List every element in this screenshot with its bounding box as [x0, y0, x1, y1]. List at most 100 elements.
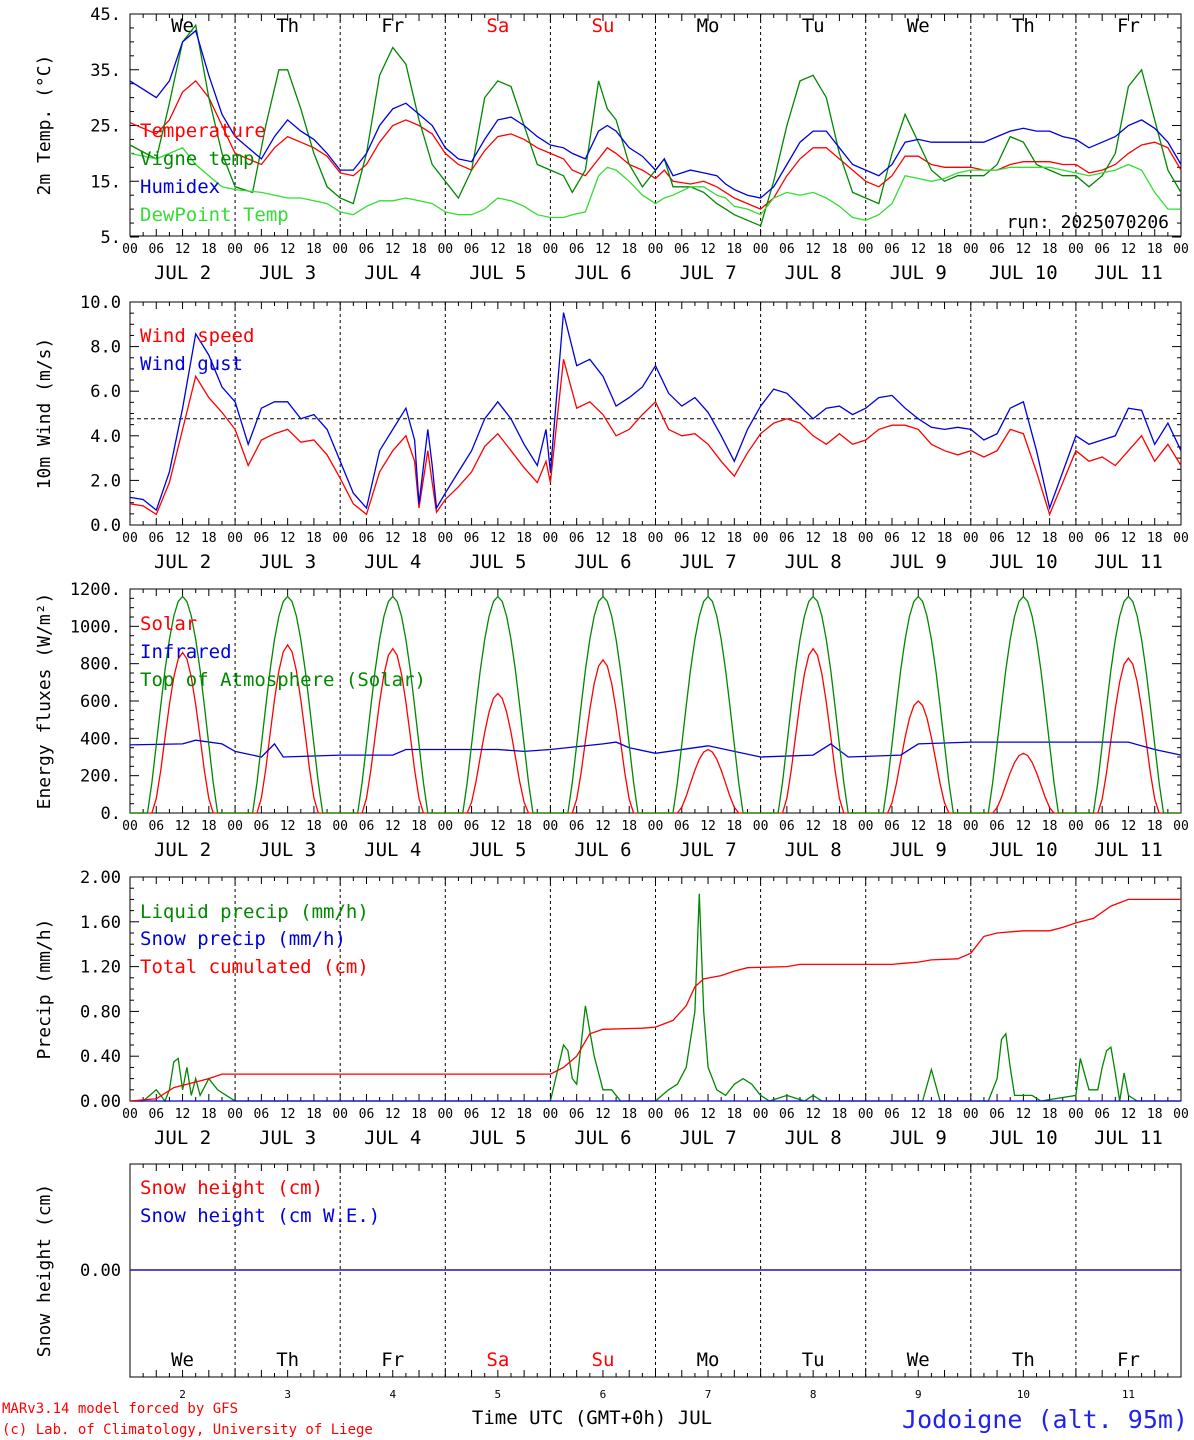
hour-tick-label: 12	[175, 242, 191, 257]
weekday-label: Mo	[697, 15, 720, 37]
hour-tick-label: 06	[674, 1107, 690, 1122]
hour-tick-label: 18	[201, 819, 217, 834]
y-tick-label: 0.	[101, 804, 121, 824]
hour-tick-label: 00	[1068, 819, 1084, 834]
hour-tick-label: 18	[306, 531, 322, 546]
legend-entry: Snow height (cm)	[140, 1177, 323, 1199]
date-label: JUL 3	[259, 551, 316, 573]
date-label: JUL 5	[469, 1127, 526, 1149]
date-label: JUL 7	[679, 1127, 736, 1149]
hour-tick-label: 12	[175, 1107, 191, 1122]
hour-tick-label: 18	[306, 242, 322, 257]
hour-tick-label: 12	[595, 1107, 611, 1122]
hour-tick-label: 06	[989, 1107, 1005, 1122]
weekday-label: Tu	[802, 15, 825, 37]
hour-tick-label: 12	[805, 242, 821, 257]
hour-tick-label: 18	[1042, 819, 1058, 834]
date-label: JUL 7	[679, 839, 736, 861]
hour-tick-label: 06	[254, 1107, 270, 1122]
legend-entry: DewPoint Temp	[140, 204, 289, 226]
y-tick-label: 600.	[80, 692, 121, 712]
y-tick-label: 1.20	[80, 958, 121, 978]
day-number-label: 2	[179, 1388, 186, 1401]
hour-tick-label: 06	[359, 531, 375, 546]
hour-tick-label: 06	[884, 1107, 900, 1122]
legend-entry: Snow height (cm W.E.)	[140, 1205, 380, 1227]
hour-tick-label: 06	[569, 819, 585, 834]
series-line-Liquid precip (mm/h)	[130, 893, 1181, 1103]
hour-tick-label: 00	[963, 1107, 979, 1122]
y-tick-label: 1000.	[70, 617, 121, 637]
hour-tick-label: 00	[1173, 819, 1189, 834]
hour-tick-label: 00	[122, 531, 138, 546]
date-label: JUL 10	[989, 1127, 1058, 1149]
hour-tick-label: 18	[832, 819, 848, 834]
legend-entry: Snow precip (mm/h)	[140, 928, 346, 950]
date-label: JUL 6	[574, 262, 631, 284]
y-tick-label: 0.00	[80, 1261, 121, 1281]
copyright-credit: (c) Lab. of Climatology, University of L…	[2, 1422, 373, 1438]
date-label: JUL 9	[890, 839, 947, 861]
hour-tick-label: 06	[254, 819, 270, 834]
hour-tick-label: 18	[201, 531, 217, 546]
hour-tick-label: 00	[963, 819, 979, 834]
y-tick-label: 25.	[90, 117, 121, 137]
hour-tick-label: 00	[227, 819, 243, 834]
panel-5: 2 3 4 5 6 7 8 9 10 11 We Th Fr Sa Su Mo Tu We Th Fr 0.00 Snow…	[34, 1163, 1182, 1401]
legend-entry: Vigne temp	[140, 148, 254, 170]
hour-tick-label: 12	[175, 531, 191, 546]
hour-tick-label: 00	[648, 531, 664, 546]
hour-tick-label: 06	[569, 242, 585, 257]
hour-tick-label: 00	[1173, 1107, 1189, 1122]
hour-tick-label: 06	[674, 819, 690, 834]
hour-tick-label: 00	[227, 1107, 243, 1122]
date-label: JUL 8	[785, 1127, 842, 1149]
panel-2: 00 06 12 18 00 06 12 18 00 06 12 18 00 06 12 18 00 06 12 18…	[34, 293, 1189, 573]
hour-tick-label: 06	[1094, 531, 1110, 546]
hour-tick-label: 12	[1016, 1107, 1032, 1122]
hour-tick-label: 00	[1173, 242, 1189, 257]
hour-tick-label: 00	[543, 819, 559, 834]
hour-tick-label: 12	[910, 1107, 926, 1122]
hour-tick-label: 00	[753, 242, 769, 257]
legend-entry: Humidex	[140, 176, 220, 198]
day-number-label: 8	[810, 1388, 817, 1401]
hour-tick-label: 18	[1042, 531, 1058, 546]
weekday-label: Th	[1012, 1349, 1035, 1371]
hour-tick-label: 00	[858, 1107, 874, 1122]
date-label: JUL 11	[1094, 839, 1163, 861]
date-label: JUL 2	[154, 551, 211, 573]
plot-frame	[129, 301, 1182, 526]
hour-tick-label: 00	[122, 242, 138, 257]
hour-tick-label: 18	[832, 531, 848, 546]
hour-tick-label: 18	[1042, 242, 1058, 257]
hour-tick-label: 12	[1121, 242, 1137, 257]
date-label: JUL 5	[469, 262, 526, 284]
hour-tick-label: 00	[437, 531, 453, 546]
hour-tick-label: 12	[490, 1107, 506, 1122]
hour-tick-label: 12	[910, 531, 926, 546]
hour-tick-label: 00	[543, 242, 559, 257]
hour-tick-label: 18	[201, 242, 217, 257]
hour-tick-label: 18	[201, 1107, 217, 1122]
hour-tick-label: 06	[884, 819, 900, 834]
day-number-label: 9	[915, 1388, 922, 1401]
weekday-label: Mo	[697, 1349, 720, 1371]
hour-tick-label: 18	[1042, 1107, 1058, 1122]
panel-4: 00 06 12 18 00 06 12 18 00 06 12 18 00 06 12 18 00 06 12 18…	[34, 868, 1189, 1149]
legend-entry: Wind gust	[140, 353, 243, 375]
y-axis-title: Precip (mm/h)	[34, 919, 55, 1060]
hour-tick-label: 06	[464, 242, 480, 257]
series-line-Humidex	[129, 29, 1182, 199]
hour-tick-label: 12	[175, 819, 191, 834]
hour-tick-label: 12	[280, 242, 296, 257]
hour-tick-label: 06	[884, 531, 900, 546]
hour-tick-label: 00	[543, 531, 559, 546]
series-line-Wind speed	[129, 359, 1182, 517]
legend-entry: Temperature	[140, 120, 266, 142]
hour-tick-label: 12	[385, 1107, 401, 1122]
hour-tick-label: 00	[1068, 531, 1084, 546]
hour-tick-label: 06	[464, 819, 480, 834]
date-label: JUL 2	[154, 262, 211, 284]
series-line-Top of Atmosphere (Solar)	[130, 595, 1181, 814]
